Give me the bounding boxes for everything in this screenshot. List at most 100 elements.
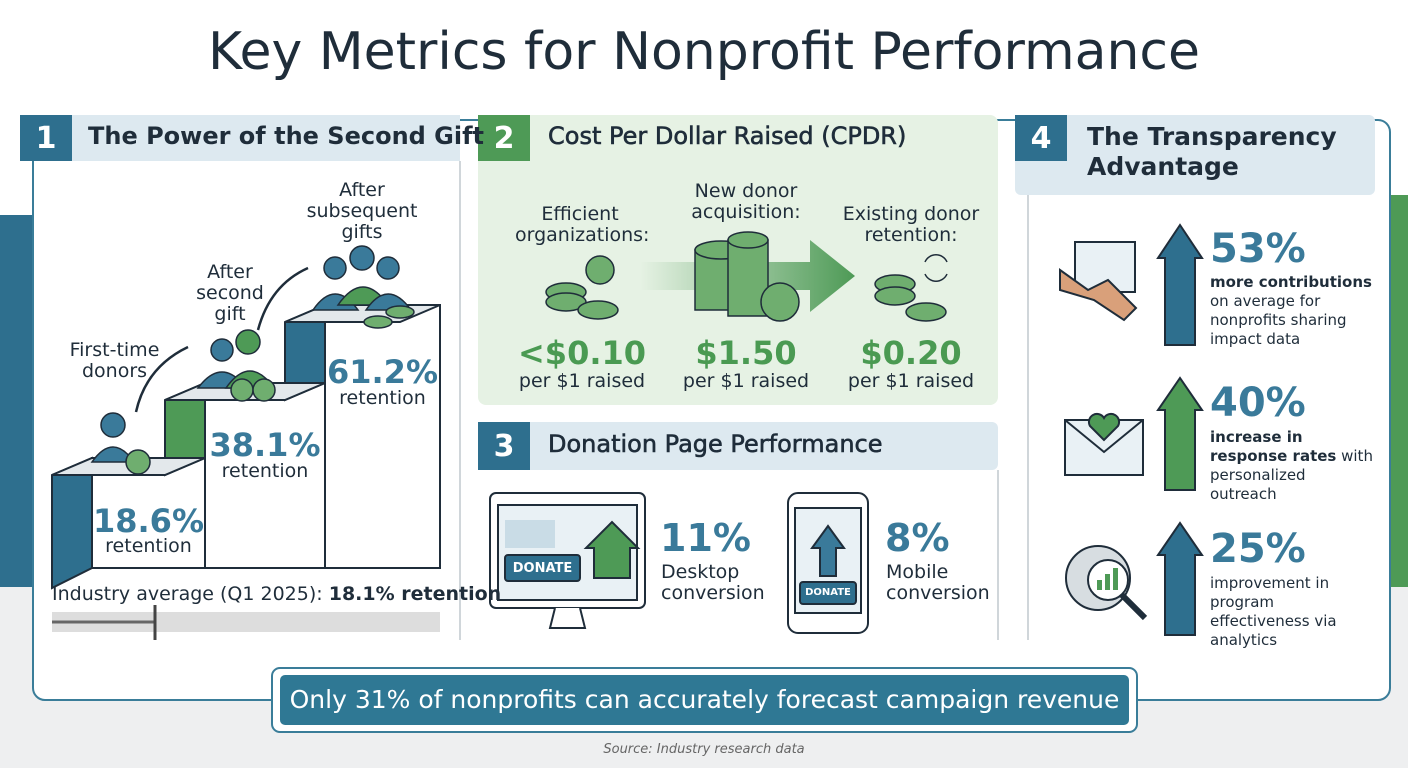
source-note: Source: Industry research data: [603, 742, 805, 757]
callout-frame: [271, 667, 1138, 733]
stat-text: improvement in program effectiveness via…: [1210, 574, 1375, 650]
panel-title: The Power of the Second Gift: [88, 122, 485, 150]
page-title: Key Metrics for Nonprofit Performance: [207, 22, 1201, 82]
stat-text: increase in response rates with personal…: [1210, 428, 1375, 504]
stat-detail: improvement in program effectiveness via…: [1210, 574, 1337, 649]
transparency-icons-part: [1113, 568, 1118, 590]
stat-value: 40%: [1210, 380, 1306, 426]
devices-part: [504, 554, 581, 582]
donor-icons-part: [385, 305, 415, 319]
stat-detail: on average for nonprofits sharing impact…: [1210, 292, 1347, 348]
step-label: After subsequent gifts: [306, 179, 418, 243]
coin-stacks-part: [577, 300, 619, 320]
conversion-value: 8%: [885, 516, 950, 560]
donor-icons-part: [252, 378, 276, 402]
panel-frames-part: [478, 422, 998, 470]
transparency-icons-part: [1097, 580, 1102, 590]
donor-icons-part: [125, 449, 151, 475]
panel-title: The Transparency Advantage: [1087, 122, 1337, 181]
donor-icons-part: [210, 338, 234, 362]
panel-number: 4: [1030, 120, 1052, 156]
step-value: 18.6%: [92, 502, 204, 540]
conversion-value: 11%: [660, 516, 751, 560]
donor-icons-part: [376, 256, 400, 280]
donor-icons-part: [363, 315, 393, 329]
cpdr-value: $0.20: [860, 334, 962, 372]
cpdr-value: <$0.10: [517, 334, 647, 372]
transparency-icons-part: [1064, 419, 1144, 454]
devices-part: [548, 607, 587, 629]
step-caption: retention: [105, 535, 192, 557]
stat-value: 53%: [1210, 226, 1306, 272]
devices-part: [505, 520, 555, 548]
transparency-icons-part: [1156, 223, 1204, 346]
donor-icons-part: [256, 266, 309, 331]
benchmark-value: 18.1% retention: [328, 583, 502, 605]
staircase-part: [324, 304, 441, 569]
donor-icons-part: [323, 256, 347, 280]
panel-frames-part: [1015, 115, 1375, 195]
cpdr-caption: per $1 raised: [682, 370, 810, 392]
cpdr-caption: per $1 raised: [847, 370, 975, 392]
cpdr-label: Existing donor retention:: [842, 203, 980, 246]
step-label: After second gift: [196, 261, 264, 325]
benchmark-bar: [52, 605, 440, 640]
panel-title: Donation Page Performance: [548, 430, 883, 459]
step-caption: retention: [221, 460, 309, 482]
coin-stacks-part: [924, 254, 948, 282]
callout-frame-part: [280, 675, 1129, 725]
coin-stacks-part: [585, 255, 615, 285]
step-label: First-time donors: [69, 339, 160, 382]
transparency-icons-part: [1087, 412, 1121, 442]
staircase-part: [51, 456, 93, 590]
devices-part: [810, 524, 846, 577]
donor-icons-part: [349, 245, 375, 271]
donor-icons-part: [230, 378, 254, 402]
devices-part: [799, 581, 857, 605]
staircase-part: [204, 382, 326, 569]
donor-icons-part: [235, 329, 261, 355]
cpdr-caption: per $1 raised: [518, 370, 646, 392]
panel-frames-part: [20, 115, 72, 161]
panel-number: 2: [493, 120, 515, 156]
stat-detail: with personalized outreach: [1210, 447, 1373, 503]
panel-number: 3: [493, 428, 515, 464]
cpdr-value: $1.50: [695, 334, 797, 372]
transparency-icons-part: [1119, 592, 1148, 621]
coin-stacks-part: [727, 231, 769, 249]
panel-frames-part: [20, 115, 460, 161]
coin-stacks-part: [905, 302, 947, 322]
benchmark: Industry average (Q1 2025): 18.1% retent…: [52, 584, 501, 605]
panel-frames-part: [478, 422, 530, 470]
step-caption: retention: [339, 387, 426, 409]
cpdr-label: Efficient organizations:: [515, 203, 650, 246]
transparency-icons: [1059, 223, 1204, 636]
stat-highlight: more contributions: [1210, 273, 1372, 291]
panel-frames-part: [1015, 115, 1067, 161]
coin-stacks-part: [874, 286, 916, 306]
stat-text: more contributions on average for nonpro…: [1210, 273, 1375, 349]
benchmark-bar-part: [52, 612, 440, 632]
stat-highlight: increase in response rates: [1210, 428, 1337, 465]
callout: Only 31% of nonprofits can accurately fo…: [289, 685, 1120, 714]
panel-title: Cost Per Dollar Raised (CPDR): [548, 122, 907, 151]
transparency-icons-part: [1059, 268, 1138, 322]
donate-button: DONATE: [805, 587, 851, 598]
donor-icons-part: [134, 345, 189, 413]
donor-icons-part: [100, 412, 126, 438]
transparency-icons-part: [1156, 521, 1204, 636]
devices: [489, 492, 869, 634]
stat-value: 25%: [1210, 526, 1306, 572]
donor-icons: [90, 245, 415, 475]
coin-stacks-part: [760, 282, 800, 322]
panel-frames-part: [478, 115, 530, 161]
donate-button: DONATE: [512, 561, 573, 576]
step-value: 38.1%: [209, 426, 321, 464]
devices-part: [583, 520, 641, 579]
panel-frames: [20, 115, 1375, 640]
conversion-label: Mobile conversion: [886, 561, 990, 604]
panel-number: 1: [35, 120, 57, 156]
coin-stacks: [545, 231, 948, 322]
